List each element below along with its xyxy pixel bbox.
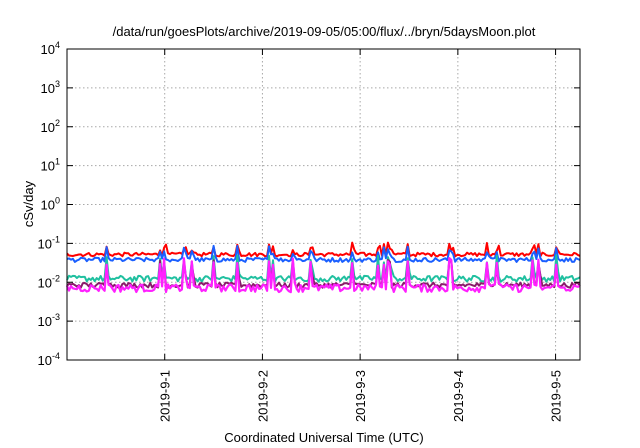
y-tick-label: 103 (41, 79, 60, 96)
x-tick-label: 2019-9-3 (353, 370, 368, 422)
x-tick-label: 2019-9-1 (158, 370, 173, 422)
y-tick-label: 10-2 (38, 273, 60, 290)
y-tick-label: 102 (41, 118, 60, 135)
chart-title: /data/run/goesPlots/archive/2019-09-05/0… (113, 24, 536, 39)
y-tick-label: 101 (41, 157, 60, 174)
series-line (66, 259, 581, 289)
y-tick-label: 100 (41, 196, 60, 213)
x-tick-label: 2019-9-2 (255, 370, 270, 422)
y-tick-label: 10-1 (38, 234, 60, 251)
y-axis: 10-4 10-3 10-2 10-1 100 101 102 103 104 (38, 40, 580, 368)
x-axis: 2019-9-1 2019-9-2 2019-9-3 2019-9-4 2019-9-5 (158, 49, 564, 422)
grid-lines (67, 49, 580, 360)
y-tick-label: 10-4 (38, 351, 60, 368)
plot-frame (66, 48, 581, 361)
series-line (66, 244, 581, 263)
series-line (65, 257, 581, 294)
x-tick-label: 2019-9-4 (451, 370, 466, 422)
y-tick-label: 104 (41, 40, 60, 57)
y-axis-label: cSv/day (21, 180, 36, 227)
x-axis-label: Coordinated Universal Time (UTC) (224, 430, 423, 445)
x-tick-label: 2019-9-5 (549, 370, 564, 422)
series-layer (65, 241, 581, 294)
y-tick-label: 10-3 (38, 312, 60, 329)
series-line (66, 241, 581, 258)
